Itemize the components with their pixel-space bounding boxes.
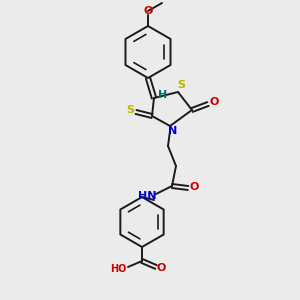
Text: N: N	[168, 126, 178, 136]
Text: HO: HO	[110, 264, 126, 274]
Text: O: O	[143, 6, 153, 16]
Text: S: S	[126, 105, 134, 115]
Text: S: S	[177, 80, 185, 90]
Text: H: H	[158, 90, 168, 100]
Text: O: O	[156, 263, 166, 273]
Text: HN: HN	[138, 191, 156, 201]
Text: O: O	[209, 97, 219, 107]
Text: O: O	[189, 182, 199, 192]
